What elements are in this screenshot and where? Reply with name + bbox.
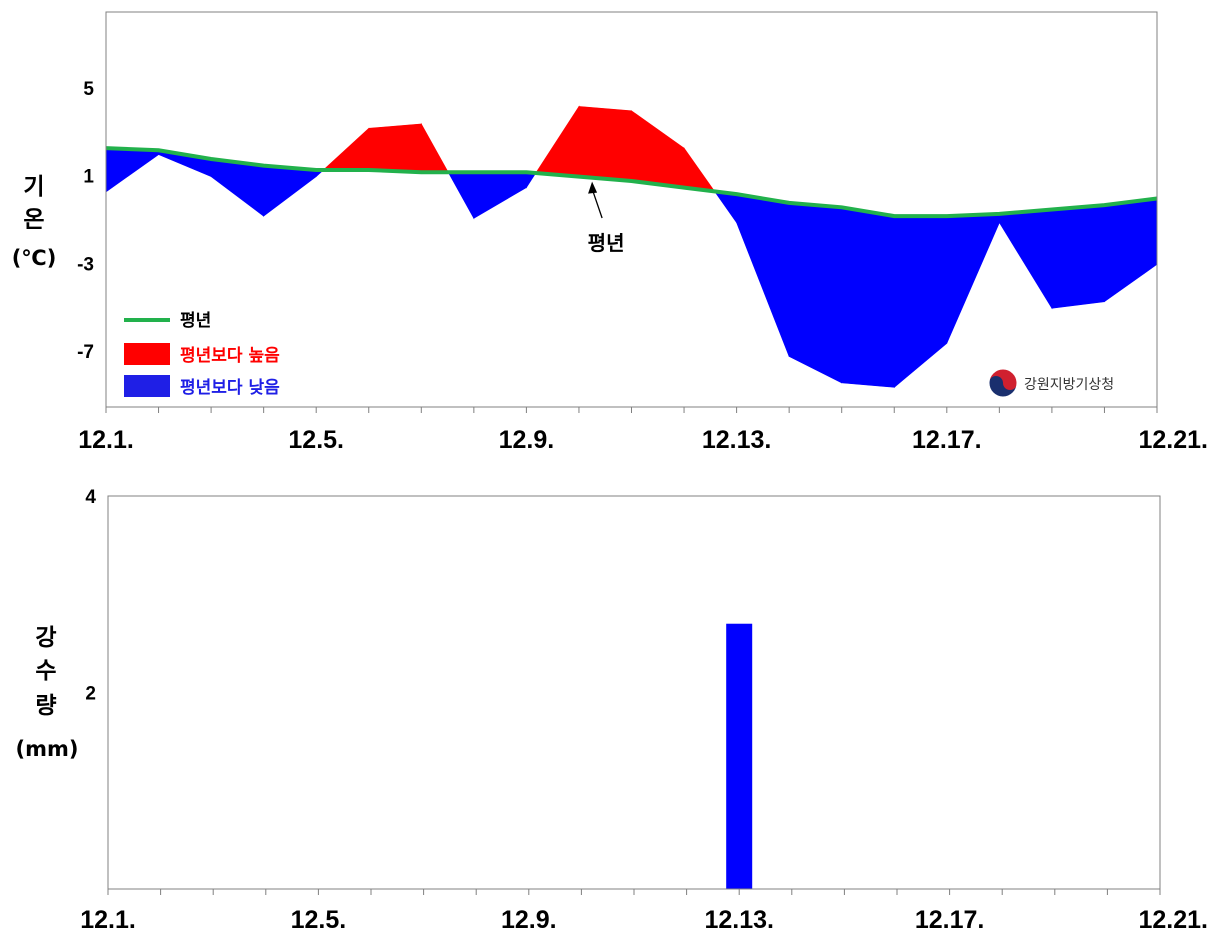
agency-logo: 강원지방기상청 <box>988 368 1114 398</box>
temperature-legend: 평년 평년보다 높음 평년보다 낮음 <box>124 311 280 398</box>
temperature-y-tick-label: -7 <box>77 342 94 363</box>
annotation-arrow <box>592 191 603 219</box>
temperature-y-label-part: 온 <box>23 207 44 233</box>
legend-label-normal: 평년 <box>180 311 211 331</box>
precipitation-x-tick-label: 12.9. <box>501 906 557 931</box>
above-normal-area <box>631 110 685 188</box>
temperature-y-label-part: (℃) <box>12 246 57 270</box>
precipitation-y-axis: 42 <box>85 487 96 705</box>
above-normal-area <box>322 127 370 171</box>
below-normal-area <box>263 165 317 217</box>
above-normal-area <box>420 122 449 173</box>
precipitation-plot-frame <box>107 495 1161 890</box>
precipitation-x-tick-label: 12.17. <box>915 906 985 931</box>
below-normal-area <box>447 171 475 220</box>
precipitation-x-tick-label: 12.5. <box>291 906 347 931</box>
above-normal-area <box>578 106 632 182</box>
agency-name: 강원지방기상청 <box>1024 377 1114 393</box>
precipitation-chart: 42 12.1. 12.5. 12.9. 12.13. 12.17. 12.21. 강수량… <box>16 487 1208 931</box>
taegeuk-emblem-icon <box>988 368 1018 398</box>
temperature-y-label: 기온 (℃) <box>12 174 57 270</box>
temperature-y-tick-label: -3 <box>77 254 94 275</box>
above-normal-area <box>368 123 422 173</box>
temperature-y-axis: 5 1 -3 -7 <box>77 79 94 363</box>
below-normal-area <box>946 213 1000 344</box>
precipitation-x-tick-label: 12.13. <box>704 906 774 931</box>
normal-temperature-line <box>105 146 1158 219</box>
below-normal-area <box>893 215 948 388</box>
precipitation-bars <box>726 623 753 889</box>
temperature-y-tick-label: 5 <box>83 79 94 100</box>
precipitation-x-axis: 12.1. 12.5. 12.9. 12.13. 12.17. 12.21. <box>80 889 1208 931</box>
precipitation-y-tick-label: 2 <box>85 684 96 705</box>
below-normal-area <box>105 147 159 193</box>
precipitation-y-label-part: 강 <box>35 625 56 651</box>
temperature-x-tick-label: 12.1. <box>78 426 134 454</box>
temperature-x-axis: 12.1. 12.5. 12.9. 12.13. 12.17. 12.21. <box>78 407 1208 454</box>
precipitation-y-label-part: 수 <box>35 658 56 684</box>
temperature-y-label-part: 기 <box>23 174 44 200</box>
normal-annotation: 평년 <box>588 181 625 255</box>
below-normal-area <box>1104 198 1158 303</box>
below-normal-area <box>736 193 790 357</box>
below-normal-area <box>713 191 737 224</box>
temperature-y-tick-label: 1 <box>83 167 94 188</box>
legend-swatch-above <box>124 343 170 365</box>
legend-label-below: 평년보다 낮음 <box>180 378 280 398</box>
below-normal-area <box>473 171 527 219</box>
legend-label-above: 평년보다 높음 <box>180 346 280 366</box>
temperature-x-tick-label: 12.21. <box>1138 426 1208 454</box>
below-normal-area <box>841 206 895 388</box>
precipitation-y-label: 강수량 (mm) <box>16 625 79 761</box>
below-normal-area <box>999 209 1053 310</box>
temperature-x-tick-label: 12.17. <box>912 426 982 454</box>
precipitation-bar <box>726 623 753 889</box>
temperature-anomaly-areas <box>105 105 1158 388</box>
precipitation-y-label-part: 량 <box>35 693 56 719</box>
precipitation-x-tick-label: 12.21. <box>1138 906 1208 931</box>
legend-swatch-below <box>124 375 170 397</box>
temperature-x-tick-label: 12.5. <box>288 426 344 454</box>
precipitation-y-label-part: (mm) <box>16 737 79 761</box>
above-normal-area <box>535 105 580 177</box>
annotation-arrow-head <box>588 181 598 194</box>
temperature-x-tick-label: 12.13. <box>702 426 772 454</box>
precipitation-y-tick-label: 4 <box>85 487 96 508</box>
annotation-label: 평년 <box>588 231 625 255</box>
precipitation-x-tick-label: 12.1. <box>80 906 136 931</box>
below-normal-area <box>210 158 264 217</box>
temperature-chart: 5 1 -3 -7 12.1. 12.5. 12.9. 12.13. 12.17. 12.21.… <box>12 11 1208 454</box>
temperature-x-tick-label: 12.9. <box>499 426 555 454</box>
below-normal-area <box>788 202 843 384</box>
below-normal-area <box>1051 204 1105 309</box>
above-normal-area <box>683 147 716 192</box>
